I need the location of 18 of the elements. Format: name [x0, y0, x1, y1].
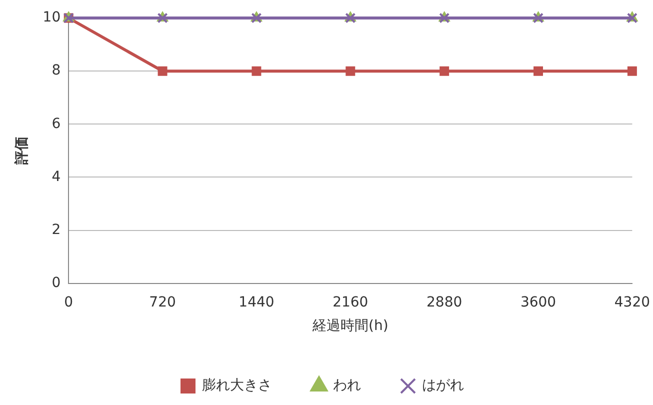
legend-label: われ [333, 378, 361, 394]
x-tick-label: 2160 [332, 294, 368, 310]
y-axis-title: 評価 [13, 136, 30, 166]
x-tick-label: 0 [64, 294, 74, 310]
x-tick-label: 1440 [238, 294, 274, 310]
y-tick-label: 0 [52, 275, 61, 292]
x-tick-label: 720 [149, 294, 176, 310]
y-tick-label: 2 [52, 222, 61, 238]
y-tick-label: 8 [52, 62, 61, 79]
y-tick-label: 6 [52, 116, 61, 132]
x-axis-title: 経過時間(h) [312, 318, 388, 334]
legend-label: 膨れ大きさ [202, 378, 272, 394]
y-tick-label: 10 [42, 10, 61, 26]
legend-label: はがれ [422, 378, 464, 394]
x-tick-label: 4320 [614, 294, 650, 310]
x-tick-label: 3600 [520, 294, 556, 310]
y-tick-label: 4 [52, 168, 61, 185]
x-tick-label: 2880 [426, 294, 462, 310]
